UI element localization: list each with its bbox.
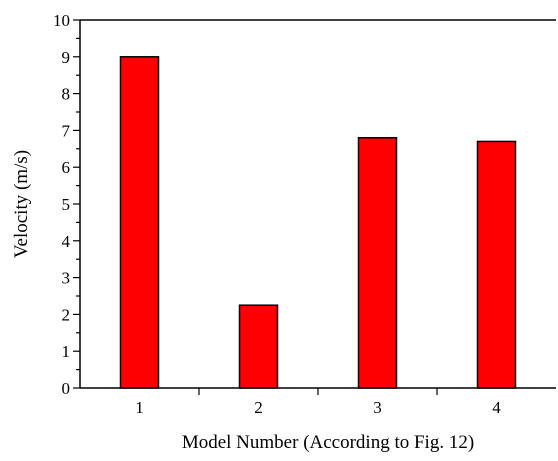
y-tick-label: 8 (62, 85, 71, 104)
x-tick-label: 2 (254, 398, 263, 417)
x-tick-label: 4 (492, 398, 501, 417)
bar-model-3 (357, 137, 398, 389)
y-tick-label: 6 (62, 158, 71, 177)
x-ticks-group: 1 2 3 4 (135, 388, 501, 417)
y-ticks-group: 0 1 2 3 4 5 6 7 8 9 10 (53, 11, 80, 398)
y-axis-title: Velocity (m/s) (11, 150, 32, 258)
y-tick-label: 9 (62, 48, 71, 67)
y-tick-label: 4 (62, 232, 71, 251)
y-tick-label: 2 (62, 305, 71, 324)
bars-group (119, 56, 517, 389)
x-tick-label: 1 (135, 398, 144, 417)
bar-model-4 (476, 140, 517, 389)
y-tick-label: 0 (62, 379, 71, 398)
y-tick-label: 10 (53, 11, 70, 30)
bar-model-2 (238, 304, 279, 389)
x-axis-title: Model Number (According to Fig. 12) (182, 432, 474, 453)
y-tick-label: 7 (62, 121, 71, 140)
y-tick-label: 1 (62, 342, 71, 361)
bar-model-1 (119, 56, 160, 389)
y-tick-label: 5 (62, 195, 71, 214)
y-tick-label: 3 (62, 269, 71, 288)
x-tick-label: 3 (373, 398, 382, 417)
